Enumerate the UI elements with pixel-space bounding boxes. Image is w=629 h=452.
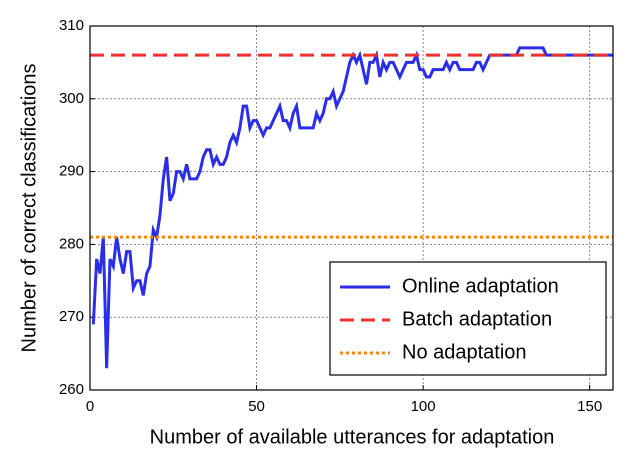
y-tick-label: 280 [59, 235, 84, 252]
y-axis-label: Number of correct classifications [18, 64, 40, 353]
x-tick-label: 0 [86, 398, 94, 415]
y-tick-label: 310 [59, 17, 84, 34]
x-axis-label: Number of available utterances for adapt… [150, 426, 555, 448]
plot-frame [89, 25, 614, 391]
y-tick-label: 300 [59, 90, 84, 107]
x-tick-label: 100 [411, 398, 436, 415]
legend-label: Online adaptation [402, 275, 559, 297]
x-tick-label: 50 [248, 398, 265, 415]
legend-box [329, 261, 607, 376]
legend-label: Batch adaptation [402, 308, 552, 330]
legend-label: No adaptation [402, 341, 527, 363]
x-tick-label: 150 [577, 398, 602, 415]
y-tick-label: 290 [59, 163, 84, 180]
y-tick-label: 260 [59, 381, 84, 398]
y-tick-label: 270 [59, 308, 84, 325]
plot-lines [90, 46, 613, 369]
